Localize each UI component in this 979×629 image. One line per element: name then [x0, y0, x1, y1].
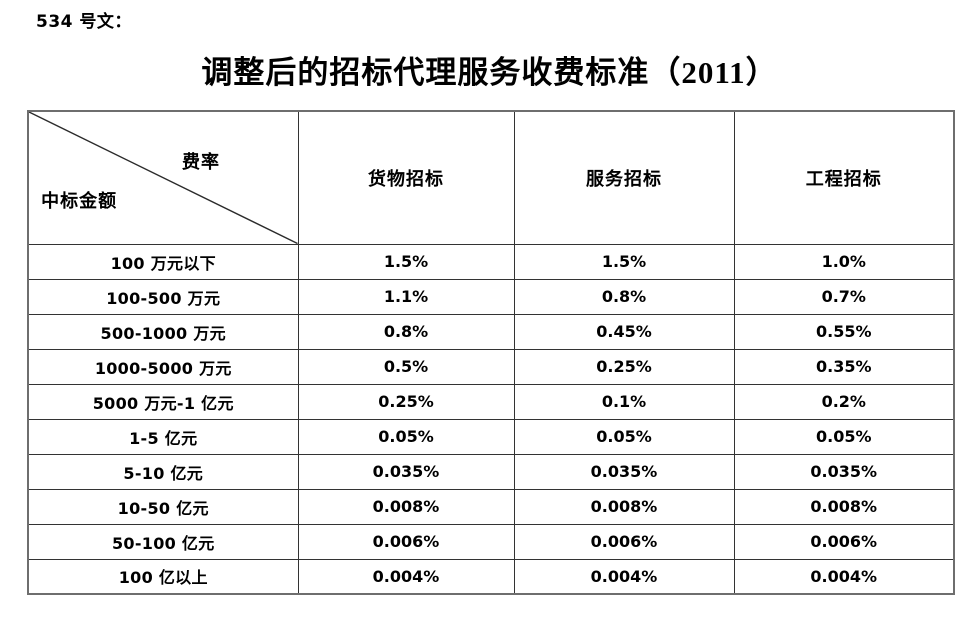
corner-label-bid-amount: 中标金额 — [41, 190, 118, 211]
rate-cell: 0.25% — [297, 383, 515, 420]
corner-label-rate: 费率 — [182, 151, 221, 172]
rate-cell: 0.006% — [733, 523, 955, 560]
column-header-goods: 货物招标 — [297, 110, 515, 245]
doc-number-label: 534 号文： — [36, 12, 132, 32]
rate-cell: 0.035% — [733, 453, 955, 490]
row-label: 50-100 亿元 — [27, 523, 299, 560]
rate-cell: 0.035% — [513, 453, 735, 490]
rate-cell: 0.8% — [297, 313, 515, 350]
table-row: 100-500 万元 1.1% 0.8% 0.7% — [27, 278, 955, 315]
rate-cell: 0.035% — [297, 453, 515, 490]
table-row: 500-1000 万元 0.8% 0.45% 0.55% — [27, 313, 955, 350]
rate-cell: 1.5% — [513, 243, 735, 280]
rate-cell: 0.8% — [513, 278, 735, 315]
rate-cell: 0.004% — [733, 558, 955, 595]
rate-cell: 0.05% — [297, 418, 515, 455]
table-row: 100 亿以上 0.004% 0.004% 0.004% — [27, 558, 955, 595]
rate-cell: 0.55% — [733, 313, 955, 350]
corner-header-cell: 费率 中标金额 — [27, 110, 299, 245]
rate-cell: 0.006% — [297, 523, 515, 560]
header-row: 费率 中标金额 货物招标 服务招标 工程招标 — [27, 110, 955, 245]
row-label: 100-500 万元 — [27, 278, 299, 315]
rate-cell: 0.2% — [733, 383, 955, 420]
rate-cell: 0.008% — [297, 488, 515, 525]
row-label: 100 亿以上 — [27, 558, 299, 595]
rate-cell: 1.1% — [297, 278, 515, 315]
rate-cell: 1.0% — [733, 243, 955, 280]
rate-cell: 0.25% — [513, 348, 735, 385]
rate-cell: 0.5% — [297, 348, 515, 385]
table-row: 1000-5000 万元 0.5% 0.25% 0.35% — [27, 348, 955, 385]
rate-cell: 0.45% — [513, 313, 735, 350]
column-header-services: 服务招标 — [513, 110, 735, 245]
row-label: 500-1000 万元 — [27, 313, 299, 350]
diagonal-divider-line — [29, 112, 298, 244]
row-label: 5-10 亿元 — [27, 453, 299, 490]
rate-cell: 0.004% — [297, 558, 515, 595]
table-row: 5000 万元-1 亿元 0.25% 0.1% 0.2% — [27, 383, 955, 420]
row-label: 1000-5000 万元 — [27, 348, 299, 385]
rate-cell: 0.008% — [513, 488, 735, 525]
table-row: 100 万元以下 1.5% 1.5% 1.0% — [27, 243, 955, 280]
rate-cell: 0.1% — [513, 383, 735, 420]
page-title: 调整后的招标代理服务收费标准（2011） — [201, 55, 778, 90]
rate-cell: 0.006% — [513, 523, 735, 560]
row-label: 1-5 亿元 — [27, 418, 299, 455]
rate-cell: 0.35% — [733, 348, 955, 385]
rate-cell: 0.05% — [733, 418, 955, 455]
table-row: 50-100 亿元 0.006% 0.006% 0.006% — [27, 523, 955, 560]
rate-cell: 0.7% — [733, 278, 955, 315]
rate-cell: 0.004% — [513, 558, 735, 595]
fee-rate-table: 费率 中标金额 货物招标 服务招标 工程招标 100 万元以下 1.5% 1.5… — [27, 110, 955, 595]
row-label: 5000 万元-1 亿元 — [27, 383, 299, 420]
row-label: 100 万元以下 — [27, 243, 299, 280]
rate-cell: 1.5% — [297, 243, 515, 280]
rate-cell: 0.05% — [513, 418, 735, 455]
row-label: 10-50 亿元 — [27, 488, 299, 525]
table-row: 1-5 亿元 0.05% 0.05% 0.05% — [27, 418, 955, 455]
column-header-engineering: 工程招标 — [733, 110, 955, 245]
rate-cell: 0.008% — [733, 488, 955, 525]
table-row: 10-50 亿元 0.008% 0.008% 0.008% — [27, 488, 955, 525]
table-row: 5-10 亿元 0.035% 0.035% 0.035% — [27, 453, 955, 490]
